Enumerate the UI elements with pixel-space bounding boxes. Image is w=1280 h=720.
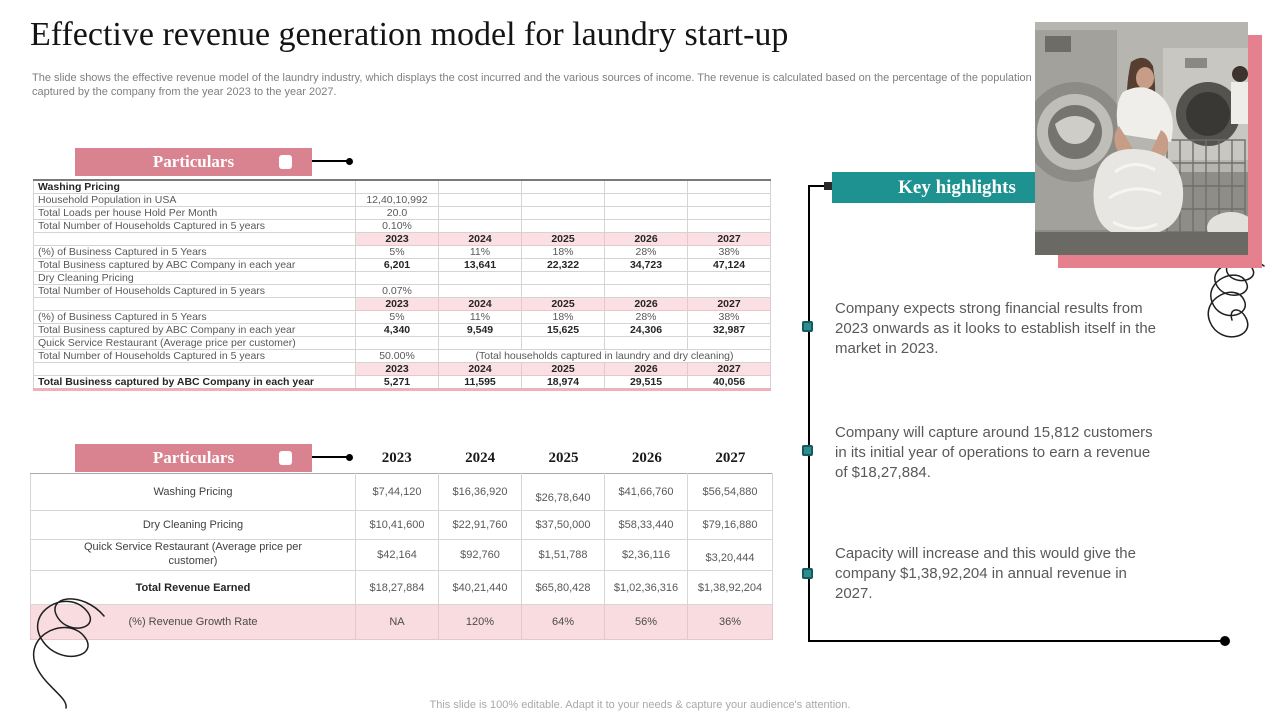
highlight-text-3: Capacity will increase and this would gi…: [835, 545, 1136, 602]
particulars-badge-1: Particulars: [75, 148, 312, 176]
row-total-business-all: Total Business captured by ABC Company i…: [33, 375, 771, 390]
particulars-badge-2: Particulars: [75, 444, 312, 472]
page-subtitle: The slide shows the effective revenue mo…: [32, 72, 1032, 99]
connector-end-dot-icon: [1220, 636, 1230, 646]
spiral-coil-doodle-icon: [1198, 258, 1272, 367]
laundry-photo: [1025, 22, 1255, 255]
highlight-text-1: Company expects strong financial results…: [835, 300, 1157, 357]
row-total-revenue: Total Revenue Earned $18,27,884 $40,21,440…: [30, 570, 773, 605]
year-label: 2027: [715, 450, 746, 466]
connector-line: [808, 185, 826, 187]
revenue-table-year-header: 2023 2024 2025 2026 2027: [355, 444, 772, 472]
connector-line: [312, 456, 348, 458]
row-dry-cleaning-pricing: Dry Cleaning Pricing: [33, 271, 771, 285]
row-total-business-dry: Total Business captured by ABC Company i…: [33, 323, 771, 337]
connector-line: [312, 160, 348, 162]
page-title: Effective revenue generation model for l…: [30, 16, 789, 53]
row-total-business-washing: Total Business captured by ABC Company i…: [33, 258, 771, 272]
connector-vertical-line: [808, 185, 810, 642]
row-business-captured-pct-washing: (%) of Business Captured in 5 Years 5% 11%…: [33, 245, 771, 259]
row-household-population: Household Population in USA 12,40,10,992: [33, 193, 771, 207]
highlight-text-2: Company will capture around 15,812 custo…: [835, 424, 1153, 481]
particulars-badge-label: Particulars: [152, 152, 235, 171]
row-households-captured-qsr: Total Number of Households Captured in 5…: [33, 349, 771, 363]
highlight-marker-icon: [802, 321, 813, 332]
row-washing-revenue: Washing Pricing $7,44,120 $16,36,920 $26,78…: [30, 473, 773, 511]
particulars-badge-label: Particulars: [152, 448, 235, 467]
row-households-captured-washing: Total Number of Households Captured in 5…: [33, 219, 771, 233]
badge-handle-square-icon: [279, 155, 292, 169]
connector-bottom-line: [808, 640, 1224, 642]
year-header-row: 2023 2024 2025 2026 2027: [33, 232, 771, 246]
year-label: 2026: [631, 450, 662, 466]
row-total-loads: Total Loads per house Hold Per Month 20.0: [33, 206, 771, 220]
row-washing-pricing: Washing Pricing: [33, 179, 771, 194]
key-highlights-title: Key highlights: [898, 177, 1016, 198]
revenue-earned-table: Washing Pricing $7,44,120 $16,36,920 $26,78…: [30, 473, 773, 640]
row-qsr-pricing: Quick Service Restaurant (Average price …: [33, 336, 771, 350]
loop-squiggle-doodle-icon: [16, 594, 108, 717]
year-label: 2024: [465, 450, 496, 466]
year-label: 2023: [381, 450, 412, 466]
row-business-captured-pct-dry: (%) of Business Captured in 5 Years 5% 11%…: [33, 310, 771, 324]
connector-dot-icon: [346, 454, 353, 461]
highlight-marker-icon: [802, 568, 813, 579]
row-qsr-revenue: Quick Service Restaurant (Average price …: [30, 539, 773, 571]
year-label: 2025: [548, 450, 579, 466]
laundry-photo-graphic: [1025, 22, 1255, 255]
row-households-captured-dry: Total Number of Households Captured in 5…: [33, 284, 771, 298]
year-header-row: 2023 2024 2025 2026 2027: [33, 297, 771, 311]
row-revenue-growth-rate: (%) Revenue Growth Rate NA 120% 64% 56% 36%: [30, 604, 773, 640]
footer-note: This slide is 100% editable. Adapt it to…: [429, 699, 851, 711]
connector-start-square-icon: [824, 182, 832, 190]
year-header-row: 2023 2024 2025 2026 2027: [33, 362, 771, 376]
badge-handle-square-icon: [279, 451, 292, 465]
connector-dot-icon: [346, 158, 353, 165]
revenue-model-table: Washing Pricing Household Population in …: [33, 179, 771, 391]
highlight-marker-icon: [802, 445, 813, 456]
qsr-note-cell: (Total households captured in laundry an…: [438, 349, 771, 363]
row-dry-cleaning-revenue: Dry Cleaning Pricing $10,41,600 $22,91,760…: [30, 510, 773, 540]
